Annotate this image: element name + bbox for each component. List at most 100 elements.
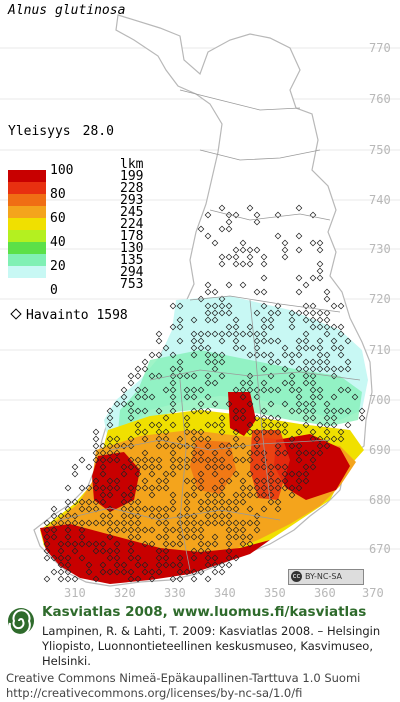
observation-marker: [246, 533, 254, 541]
observation-marker: [337, 323, 345, 331]
observation-marker: [71, 575, 79, 583]
observation-marker: [211, 358, 219, 366]
observation-marker: [316, 449, 324, 457]
observation-marker: [225, 512, 233, 520]
observation-marker: [204, 211, 212, 219]
footer-citation: Lampinen, R. & Lahti, T. 2009: Kasviatla…: [42, 624, 381, 668]
cc-license-badge[interactable]: cc BY-NC-SA: [288, 569, 364, 585]
observation-marker: [232, 253, 240, 261]
observation-marker: [50, 526, 58, 534]
footer-heading[interactable]: Kasviatlas 2008, www.luomus.fi/kasviatla…: [42, 604, 367, 620]
observation-marker: [218, 351, 226, 359]
observation-marker: [43, 575, 51, 583]
scale-label: 100: [50, 163, 74, 178]
observation-marker: [253, 344, 261, 352]
observation-marker: [267, 421, 275, 429]
observation-marker: [197, 386, 205, 394]
observation-marker: [64, 526, 72, 534]
observation-marker: [106, 484, 114, 492]
observation-marker: [211, 456, 219, 464]
observation-marker: [155, 463, 163, 471]
observation-marker: [50, 512, 58, 520]
observation-marker: [274, 442, 282, 450]
observation-marker: [127, 533, 135, 541]
observation-marker: [190, 337, 198, 345]
observation-marker: [155, 533, 163, 541]
observation-marker: [141, 456, 149, 464]
observation-marker: [43, 554, 51, 562]
footer-license[interactable]: Creative Commons Nimeä-Epäkaupallinen-Ta…: [6, 671, 361, 700]
observation-marker: [281, 463, 289, 471]
legend-swatch: [8, 266, 46, 278]
x-tick: 370: [362, 586, 384, 600]
observation-marker: [253, 428, 261, 436]
observation-marker: [337, 428, 345, 436]
observation-marker: [337, 407, 345, 415]
observation-marker: [309, 309, 317, 317]
observation-marker: [274, 463, 282, 471]
observation-marker: [162, 386, 170, 394]
observation-marker: [197, 533, 205, 541]
observation-marker: [246, 484, 254, 492]
observation-marker: [211, 491, 219, 499]
observation-marker: [197, 330, 205, 338]
observation-marker: [92, 547, 100, 555]
observation-marker: [190, 484, 198, 492]
observation-marker: [330, 365, 338, 373]
observation-marker: [239, 442, 247, 450]
observation-marker: [134, 505, 142, 513]
observation-marker: [295, 386, 303, 394]
observation-marker: [316, 344, 324, 352]
observation-marker: [183, 428, 191, 436]
observation-marker: [197, 449, 205, 457]
observation-marker: [323, 442, 331, 450]
observation-marker: [106, 449, 114, 457]
observation-marker: [141, 365, 149, 373]
observation-marker: [309, 463, 317, 471]
observation-marker: [232, 323, 240, 331]
observation-marker: [162, 512, 170, 520]
observation-marker: [225, 477, 233, 485]
observation-marker: [134, 428, 142, 436]
observation-marker: [288, 351, 296, 359]
observation-marker: [225, 211, 233, 219]
observation-marker: [246, 421, 254, 429]
observation-marker: [302, 470, 310, 478]
observation-marker: [204, 316, 212, 324]
observation-marker: [316, 365, 324, 373]
observation-marker: [148, 575, 156, 583]
observation-marker: [260, 421, 268, 429]
observation-marker: [176, 316, 184, 324]
observation-marker: [225, 323, 233, 331]
observation-marker: [169, 351, 177, 359]
observation-marker: [176, 323, 184, 331]
x-tick: 360: [314, 586, 336, 600]
bin-count: 245: [120, 205, 144, 220]
observation-marker: [225, 463, 233, 471]
observation-marker: [204, 435, 212, 443]
y-tick: 700: [369, 393, 391, 407]
bin-count: 178: [120, 229, 144, 244]
observation-marker: [113, 547, 121, 555]
observation-marker: [218, 253, 226, 261]
observation-marker: [239, 519, 247, 527]
observation-marker: [120, 519, 128, 527]
observation-marker: [274, 309, 282, 317]
observation-marker: [197, 477, 205, 485]
observation-marker: [211, 519, 219, 527]
observation-marker: [246, 470, 254, 478]
observation-marker: [204, 547, 212, 555]
observation-marker: [211, 309, 219, 317]
observation-marker: [239, 239, 247, 247]
observation-marker: [232, 414, 240, 422]
observation-marker: [155, 372, 163, 380]
observation-marker: [120, 470, 128, 478]
observation-marker: [134, 498, 142, 506]
observation-marker: [246, 323, 254, 331]
observation-marker: [50, 568, 58, 576]
observation-marker: [232, 344, 240, 352]
observation-marker: [211, 365, 219, 373]
observation-marker: [267, 484, 275, 492]
observation-marker: [204, 519, 212, 527]
observation-marker: [120, 498, 128, 506]
